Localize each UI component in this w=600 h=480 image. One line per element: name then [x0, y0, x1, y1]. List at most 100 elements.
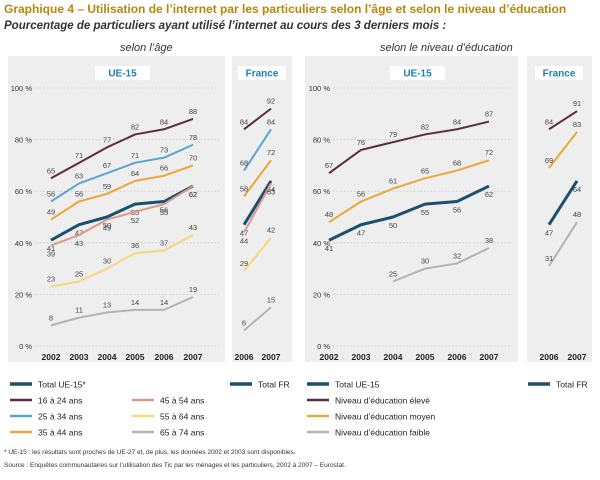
panel-header: UE-15 [108, 69, 137, 80]
data-label: 8 [49, 313, 53, 322]
data-label: 68 [453, 159, 461, 168]
data-label: 64 [573, 185, 581, 194]
y-tick-label: 20 % [313, 290, 330, 299]
data-label: 84 [267, 117, 275, 126]
series-line-edu_moyen [328, 159, 490, 224]
data-label: 11 [75, 306, 83, 315]
x-tick-label: 2005 [126, 352, 145, 362]
series-line-age_25_34 [50, 143, 194, 203]
series-line-edu_eleve [328, 120, 490, 174]
data-label: 56 [75, 190, 83, 199]
panel-background [8, 56, 225, 362]
data-label: 92 [267, 97, 275, 106]
source-note: Source : Enquêtes communautaires sur l’u… [4, 462, 346, 469]
series-line-total [242, 180, 273, 226]
data-label: 42 [267, 226, 275, 235]
data-label: 78 [189, 133, 197, 142]
y-tick-label: 20 % [15, 290, 32, 299]
series-line-age_25_34 [243, 128, 272, 172]
y-tick-label: 40 % [15, 239, 32, 248]
data-label: 84 [453, 117, 461, 126]
data-label: 88 [189, 107, 197, 116]
data-label: 71 [75, 151, 83, 160]
legend-label: Total UE-15* [38, 380, 86, 390]
legend-label: 45 à 54 ans [160, 396, 204, 406]
data-label: 43 [189, 223, 197, 232]
data-label: 56 [47, 190, 55, 199]
data-label: 70 [189, 153, 197, 162]
series-line-age_65_74 [243, 306, 272, 332]
series-line-total [547, 180, 579, 226]
data-label: 83 [573, 120, 581, 129]
chart-canvas: UE-15 France UE-15 France 0 % 0 % 20 % 20 % 40 %… [8, 56, 592, 438]
series-line-edu_faible [392, 247, 490, 283]
data-label: 82 [421, 122, 429, 131]
data-label: 72 [267, 148, 275, 157]
panel-header-box [95, 66, 150, 80]
data-label: 47 [545, 229, 553, 238]
data-label: 14 [160, 298, 168, 307]
data-label: 67 [103, 161, 111, 170]
data-label: 64 [267, 185, 275, 194]
series-line-edu_moyen [548, 131, 578, 169]
y-tick-label: 100 % [309, 84, 331, 93]
series-line-age_16_24 [50, 118, 194, 180]
series-line-age_55_64 [50, 234, 194, 288]
x-tick-label: 2007 [568, 352, 587, 362]
legend-label: Total UE-15 [335, 380, 380, 390]
data-label: 67 [325, 161, 333, 170]
series-line-age_45_54 [243, 182, 272, 233]
data-label: 56 [357, 190, 365, 199]
panel-header-box [238, 66, 286, 80]
data-label: 43 [75, 239, 83, 248]
data-label: 84 [545, 117, 553, 126]
x-tick-label: 2002 [320, 352, 339, 362]
x-tick-label: 2003 [352, 352, 371, 362]
data-label: 50 [103, 221, 111, 230]
data-label: 77 [103, 135, 111, 144]
data-label: 48 [325, 210, 333, 219]
series-line-age_55_64 [243, 237, 272, 272]
x-tick-label: 2006 [235, 352, 254, 362]
data-label: 29 [240, 259, 248, 268]
data-label: 49 [47, 208, 55, 217]
legend-label: 55 à 64 ans [160, 412, 204, 422]
data-label: 25 [75, 270, 83, 279]
data-label: 38 [485, 236, 493, 245]
legend-label: 25 à 34 ans [38, 412, 82, 422]
x-tick-label: 2006 [540, 352, 559, 362]
data-label: 39 [47, 249, 55, 258]
chart-subtitle: Pourcentage de particuliers ayant utilis… [4, 20, 447, 32]
data-label: 65 [421, 166, 429, 175]
data-label: 62 [189, 190, 197, 199]
y-tick-label: 60 % [15, 187, 32, 196]
y-tick-label: 80 % [313, 136, 330, 145]
x-tick-label: 2002 [42, 352, 61, 362]
data-label: 63 [267, 187, 275, 196]
data-label: 58 [240, 184, 248, 193]
legend-label: 35 à 44 ans [38, 428, 82, 438]
series-line-edu_eleve [548, 110, 578, 131]
series-line-total [50, 184, 194, 242]
data-label: 47 [240, 229, 248, 238]
panel-background [232, 56, 292, 362]
legend-label: 65 à 74 ans [160, 428, 204, 438]
series-line-total [328, 184, 490, 242]
data-label: 91 [573, 99, 581, 108]
y-tick-label: 100 % [11, 84, 33, 93]
legend-label: Niveau d’éducation élevé [335, 396, 430, 406]
x-tick-label: 2007 [262, 352, 281, 362]
x-tick-label: 2006 [155, 352, 174, 362]
data-label: 56 [453, 206, 461, 215]
panel-header-box [535, 66, 583, 80]
data-label: 13 [103, 300, 111, 309]
data-label: 41 [325, 244, 333, 253]
data-label: 68 [240, 159, 248, 168]
data-label: 62 [189, 190, 197, 199]
data-label: 14 [131, 298, 139, 307]
data-label: 32 [453, 251, 461, 260]
data-label: 55 [160, 208, 168, 217]
x-tick-label: 2005 [416, 352, 435, 362]
data-label: 37 [160, 239, 168, 248]
data-label: 55 [421, 208, 429, 217]
